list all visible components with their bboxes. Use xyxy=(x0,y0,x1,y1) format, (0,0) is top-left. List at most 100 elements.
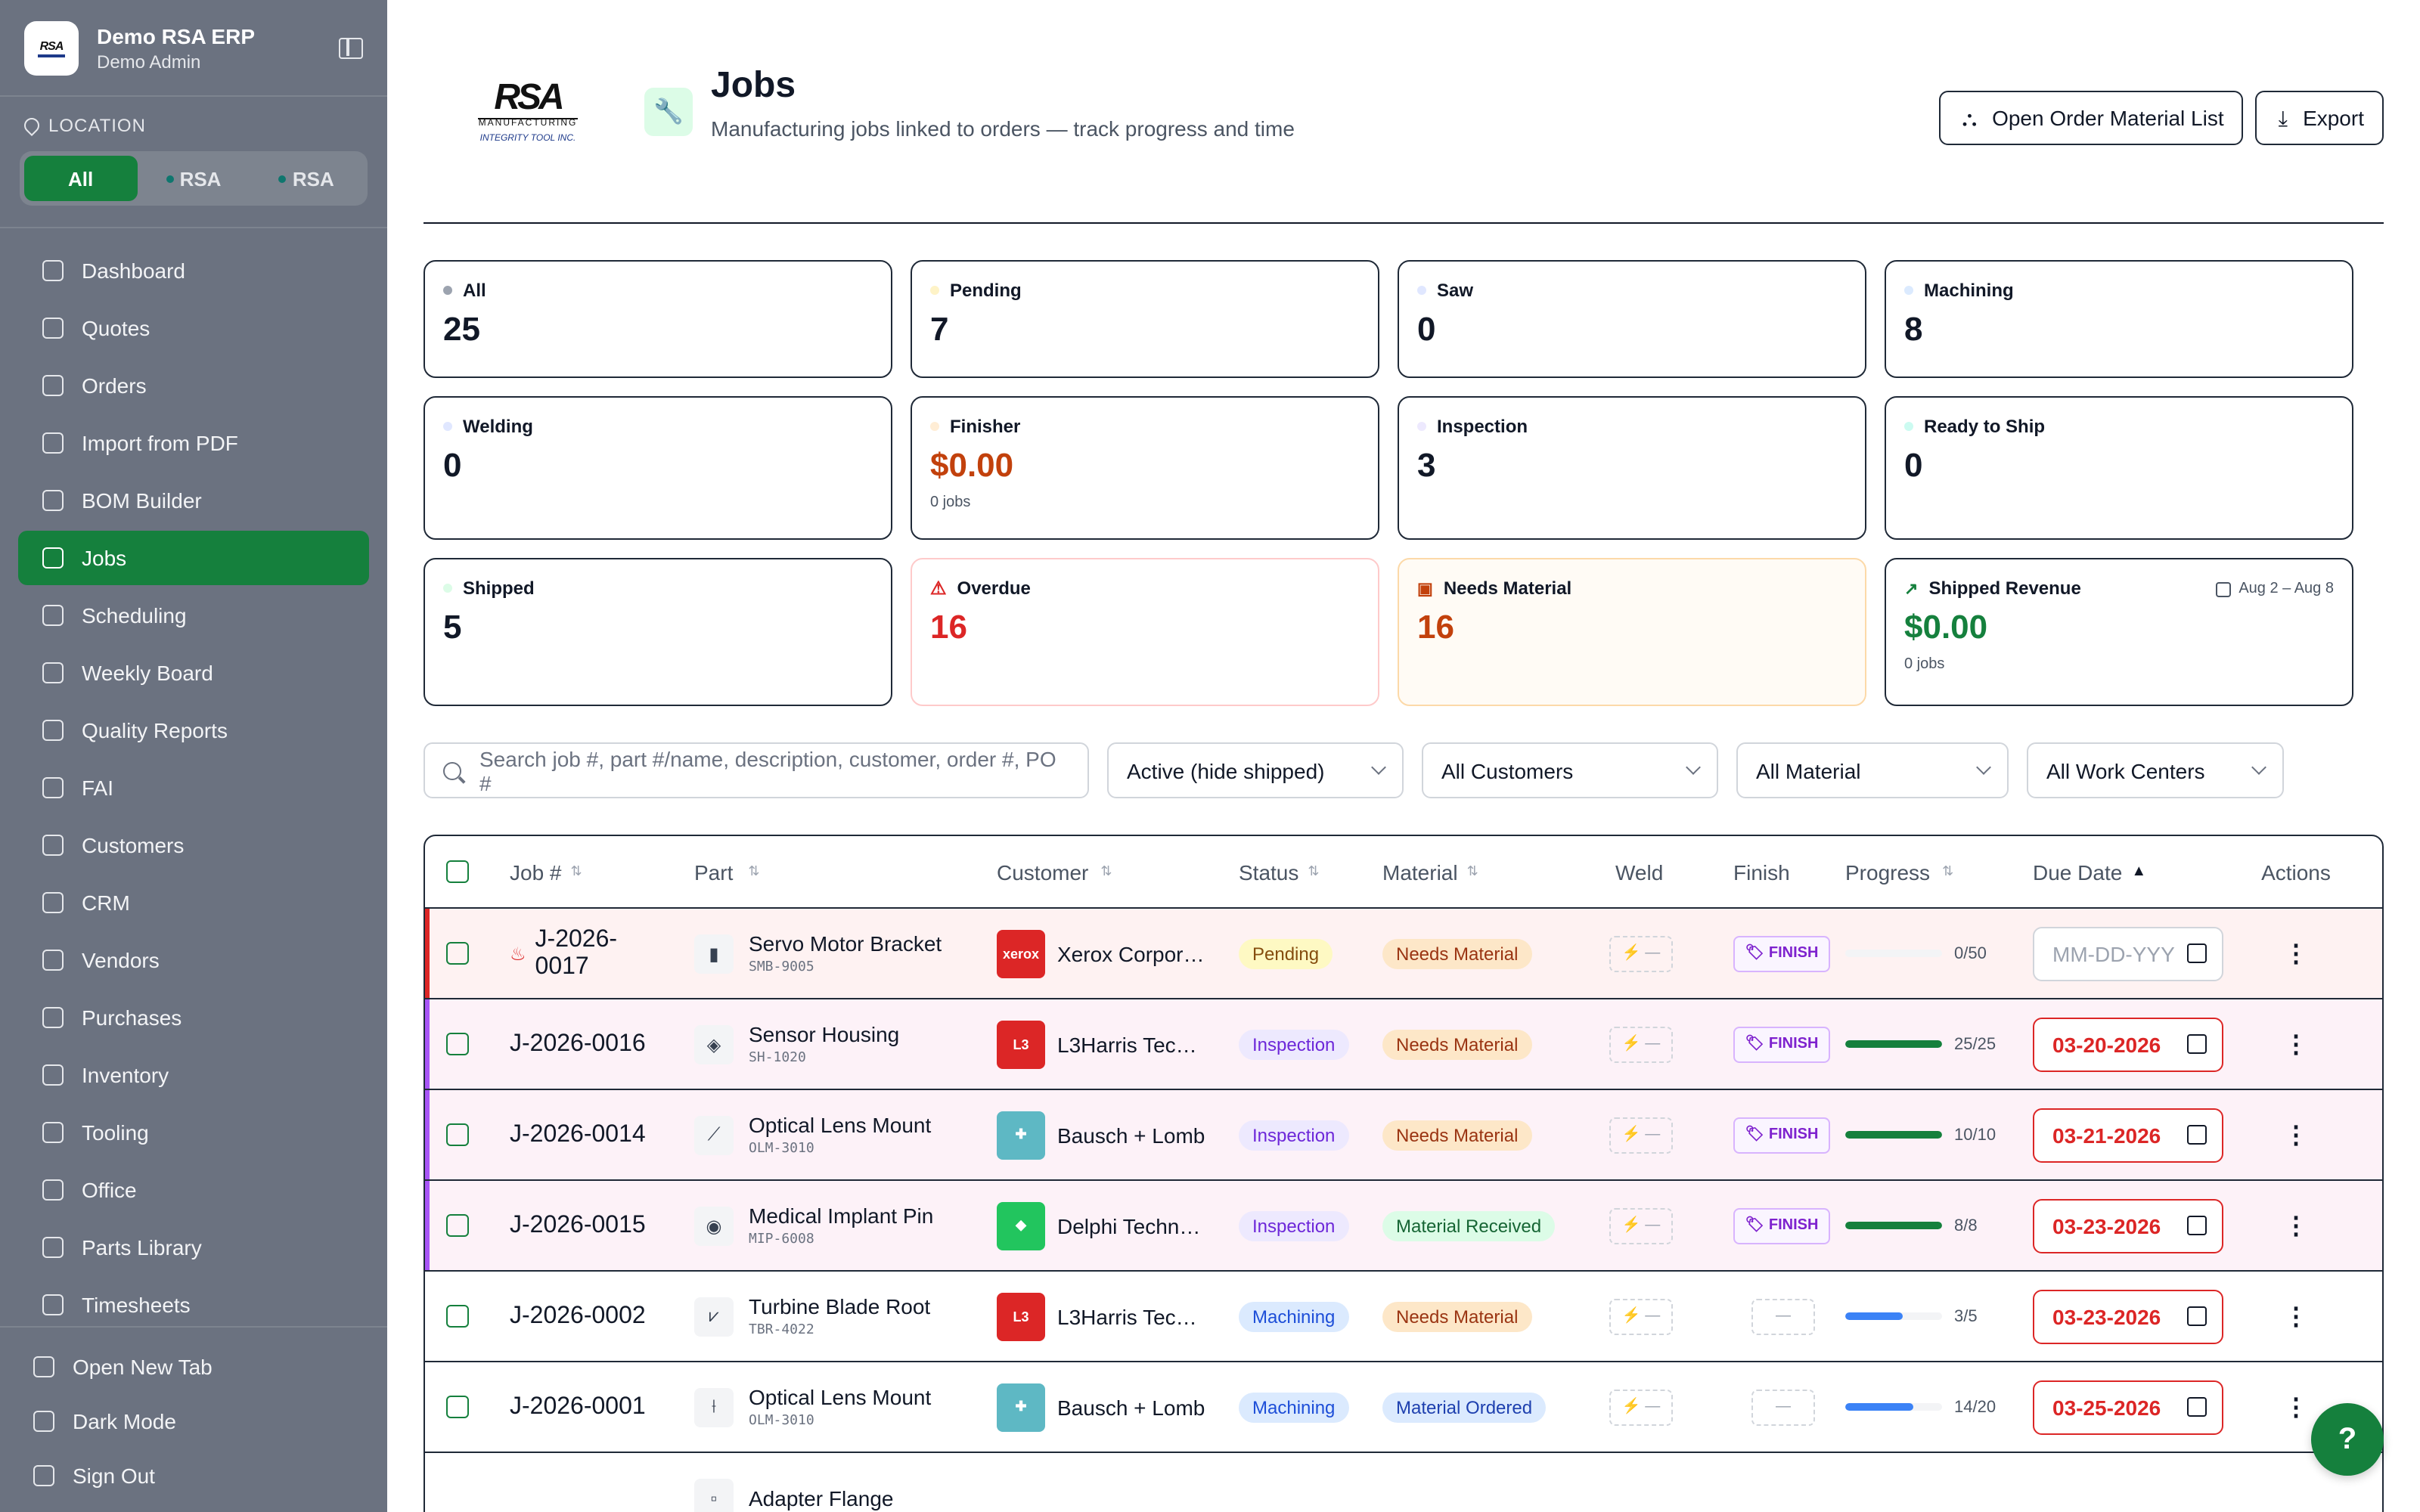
column-customer[interactable]: Customer ⇅ xyxy=(997,860,1112,884)
weld-chip[interactable]: ⚡ — xyxy=(1609,1207,1673,1244)
finish-chip[interactable]: 🏷 FINISH xyxy=(1733,935,1830,971)
location-option-rsa-2[interactable]: RSA xyxy=(250,156,363,201)
open-order-material-list-button[interactable]: ⛬ Open Order Material List xyxy=(1939,91,2244,145)
sidebar-item-weekly-board[interactable]: Weekly Board xyxy=(18,646,369,700)
customer-filter-select[interactable]: All Customers xyxy=(1422,742,1718,798)
sidebar-footer-dark-mode[interactable]: Dark Mode xyxy=(18,1394,369,1448)
job-number[interactable]: J-2026-0001 xyxy=(510,1393,646,1419)
job-number[interactable]: J-2026-0016 xyxy=(510,1030,646,1056)
column-status[interactable]: Status ⇅ xyxy=(1239,860,1320,884)
select-all-checkbox[interactable] xyxy=(446,860,469,883)
sidebar-item-dashboard[interactable]: Dashboard xyxy=(18,243,369,298)
column-part[interactable]: Part ⇅ xyxy=(694,860,760,884)
export-button[interactable]: ⤓ Export xyxy=(2255,91,2384,145)
sidebar-item-timesheets[interactable]: Timesheets xyxy=(18,1278,369,1332)
work-center-filter-select[interactable]: All Work Centers xyxy=(2027,742,2284,798)
stat-card-ready-to-ship[interactable]: Ready to Ship 0 xyxy=(1885,396,2353,540)
stat-card-overdue[interactable]: ⚠ Overdue 16 xyxy=(911,558,1379,706)
finish-chip[interactable]: 🏷 FINISH xyxy=(1733,1026,1830,1062)
weld-chip[interactable]: ⚡ — xyxy=(1609,1117,1673,1153)
more-actions-icon[interactable]: ⋮ xyxy=(2284,1123,2308,1148)
more-actions-icon[interactable]: ⋮ xyxy=(2284,941,2308,967)
sidebar-item-parts-library[interactable]: Parts Library xyxy=(18,1220,369,1275)
row-checkbox[interactable] xyxy=(446,1305,469,1328)
column-job[interactable]: Job # ⇅ xyxy=(510,860,582,884)
sidebar-item-purchases[interactable]: Purchases xyxy=(18,990,369,1045)
row-checkbox[interactable] xyxy=(446,942,469,965)
more-actions-icon[interactable]: ⋮ xyxy=(2284,1395,2308,1421)
sidebar-item-vendors[interactable]: Vendors xyxy=(18,933,369,987)
sidebar-item-bom-builder[interactable]: BOM Builder xyxy=(18,473,369,528)
column-progress[interactable]: Progress ⇅ xyxy=(1845,860,1954,884)
sidebar-item-crm[interactable]: CRM xyxy=(18,875,369,930)
job-number[interactable]: J-2026- 0017 xyxy=(535,926,618,979)
stat-card-machining[interactable]: Machining 8 xyxy=(1885,260,2353,378)
column-material[interactable]: Material ⇅ xyxy=(1382,860,1478,884)
sidebar-item-customers[interactable]: Customers xyxy=(18,818,369,872)
stat-card-shipped[interactable]: Shipped 5 xyxy=(424,558,892,706)
stat-card-saw[interactable]: Saw 0 xyxy=(1398,260,1866,378)
status-filter-select[interactable]: Active (hide shipped) xyxy=(1107,742,1404,798)
weld-chip[interactable]: ⚡ — xyxy=(1609,935,1673,971)
table-row[interactable]: ▫ Adapter Flange xyxy=(425,1453,2382,1512)
sidebar-footer-sign-out[interactable]: Sign Out xyxy=(18,1448,369,1503)
sidebar-item-import-from-pdf[interactable]: Import from PDF xyxy=(18,416,369,470)
sidebar-item-quality-reports[interactable]: Quality Reports xyxy=(18,703,369,758)
row-checkbox[interactable] xyxy=(446,1214,469,1237)
table-row[interactable]: J-2026-0015 ◉ Medical Implant Pin MIP-6008 ◆… xyxy=(425,1181,2382,1272)
sidebar-item-orders[interactable]: Orders xyxy=(18,358,369,413)
due-date-input[interactable]: 03-21-2026 xyxy=(2033,1108,2223,1162)
status-badge: Machining xyxy=(1239,1301,1349,1331)
location-option-all[interactable]: All xyxy=(24,156,138,201)
sidebar-collapse-icon[interactable] xyxy=(339,37,363,58)
sidebar-item-tooling[interactable]: Tooling xyxy=(18,1105,369,1160)
due-date-input[interactable]: 03-20-2026 xyxy=(2033,1017,2223,1071)
due-date-input[interactable]: MM-DD-YYY xyxy=(2033,926,2223,981)
due-date-input[interactable]: 03-23-2026 xyxy=(2033,1289,2223,1343)
finish-chip[interactable]: — xyxy=(1751,1298,1815,1334)
sidebar-item-scheduling[interactable]: Scheduling xyxy=(18,588,369,643)
sidebar-item-fai[interactable]: FAI xyxy=(18,761,369,815)
job-number[interactable]: J-2026-0015 xyxy=(510,1212,646,1238)
column-due-date[interactable]: Due Date ▲ xyxy=(2033,860,2147,884)
material-filter-select[interactable]: All Material xyxy=(1736,742,2009,798)
location-option-rsa-1[interactable]: RSA xyxy=(137,156,250,201)
sidebar-footer-open-new-tab[interactable]: Open New Tab xyxy=(18,1340,369,1394)
weld-chip[interactable]: ⚡ — xyxy=(1609,1298,1673,1334)
sidebar-item-inventory[interactable]: Inventory xyxy=(18,1048,369,1102)
stat-card-finisher[interactable]: Finisher $0.00 0 jobs xyxy=(911,396,1379,540)
finish-chip[interactable]: — xyxy=(1751,1389,1815,1425)
sidebar-item-jobs[interactable]: Jobs xyxy=(18,531,369,585)
more-actions-icon[interactable]: ⋮ xyxy=(2284,1304,2308,1330)
stat-card-needs-material[interactable]: ▣ Needs Material 16 xyxy=(1398,558,1866,706)
search-input[interactable]: Search job #, part #/name, description, … xyxy=(424,742,1089,798)
weld-chip[interactable]: ⚡ — xyxy=(1609,1389,1673,1425)
due-date-input[interactable]: 03-23-2026 xyxy=(2033,1198,2223,1253)
sidebar-item-office[interactable]: Office xyxy=(18,1163,369,1217)
external-link-icon xyxy=(33,1356,54,1377)
table-row[interactable]: J-2026-0014 ⟋ Optical Lens Mount OLM-3010 ✚ B… xyxy=(425,1090,2382,1181)
stat-card-welding[interactable]: Welding 0 xyxy=(424,396,892,540)
more-actions-icon[interactable]: ⋮ xyxy=(2284,1032,2308,1058)
stat-card-all[interactable]: All 25 xyxy=(424,260,892,378)
finish-chip[interactable]: 🏷 FINISH xyxy=(1733,1207,1830,1244)
more-actions-icon[interactable]: ⋮ xyxy=(2284,1213,2308,1239)
row-checkbox[interactable] xyxy=(446,1033,469,1055)
job-number[interactable]: J-2026-0014 xyxy=(510,1121,646,1147)
date-range[interactable]: Aug 2 – Aug 8 xyxy=(2216,581,2334,597)
due-date-input[interactable]: 03-25-2026 xyxy=(2033,1380,2223,1434)
stat-card-shipped-revenue[interactable]: ↗ Shipped Revenue $0.00 0 jobs Aug 2 – Aug 8 xyxy=(1885,558,2353,706)
stat-card-pending[interactable]: Pending 7 xyxy=(911,260,1379,378)
sidebar-item-quotes[interactable]: Quotes xyxy=(18,301,369,355)
table-row[interactable]: J-2026-0002 ⩗ Turbine Blade Root TBR-4022 L3… xyxy=(425,1272,2382,1362)
finish-chip[interactable]: 🏷 FINISH xyxy=(1733,1117,1830,1153)
stat-card-inspection[interactable]: Inspection 3 xyxy=(1398,396,1866,540)
help-chat-button[interactable]: ? xyxy=(2311,1403,2384,1476)
table-row[interactable]: J-2026-0016 ◈ Sensor Housing SH-1020 L3 L3Har… xyxy=(425,999,2382,1090)
table-row[interactable]: J-2026-0001 ⟊ Optical Lens Mount OLM-3010 ✚ B… xyxy=(425,1362,2382,1453)
row-checkbox[interactable] xyxy=(446,1396,469,1418)
job-number[interactable]: J-2026-0002 xyxy=(510,1303,646,1328)
table-row[interactable]: ♨ J-2026- 0017 ▮ Servo Motor Bracket SMB-9005… xyxy=(425,909,2382,999)
row-checkbox[interactable] xyxy=(446,1123,469,1146)
weld-chip[interactable]: ⚡ — xyxy=(1609,1026,1673,1062)
